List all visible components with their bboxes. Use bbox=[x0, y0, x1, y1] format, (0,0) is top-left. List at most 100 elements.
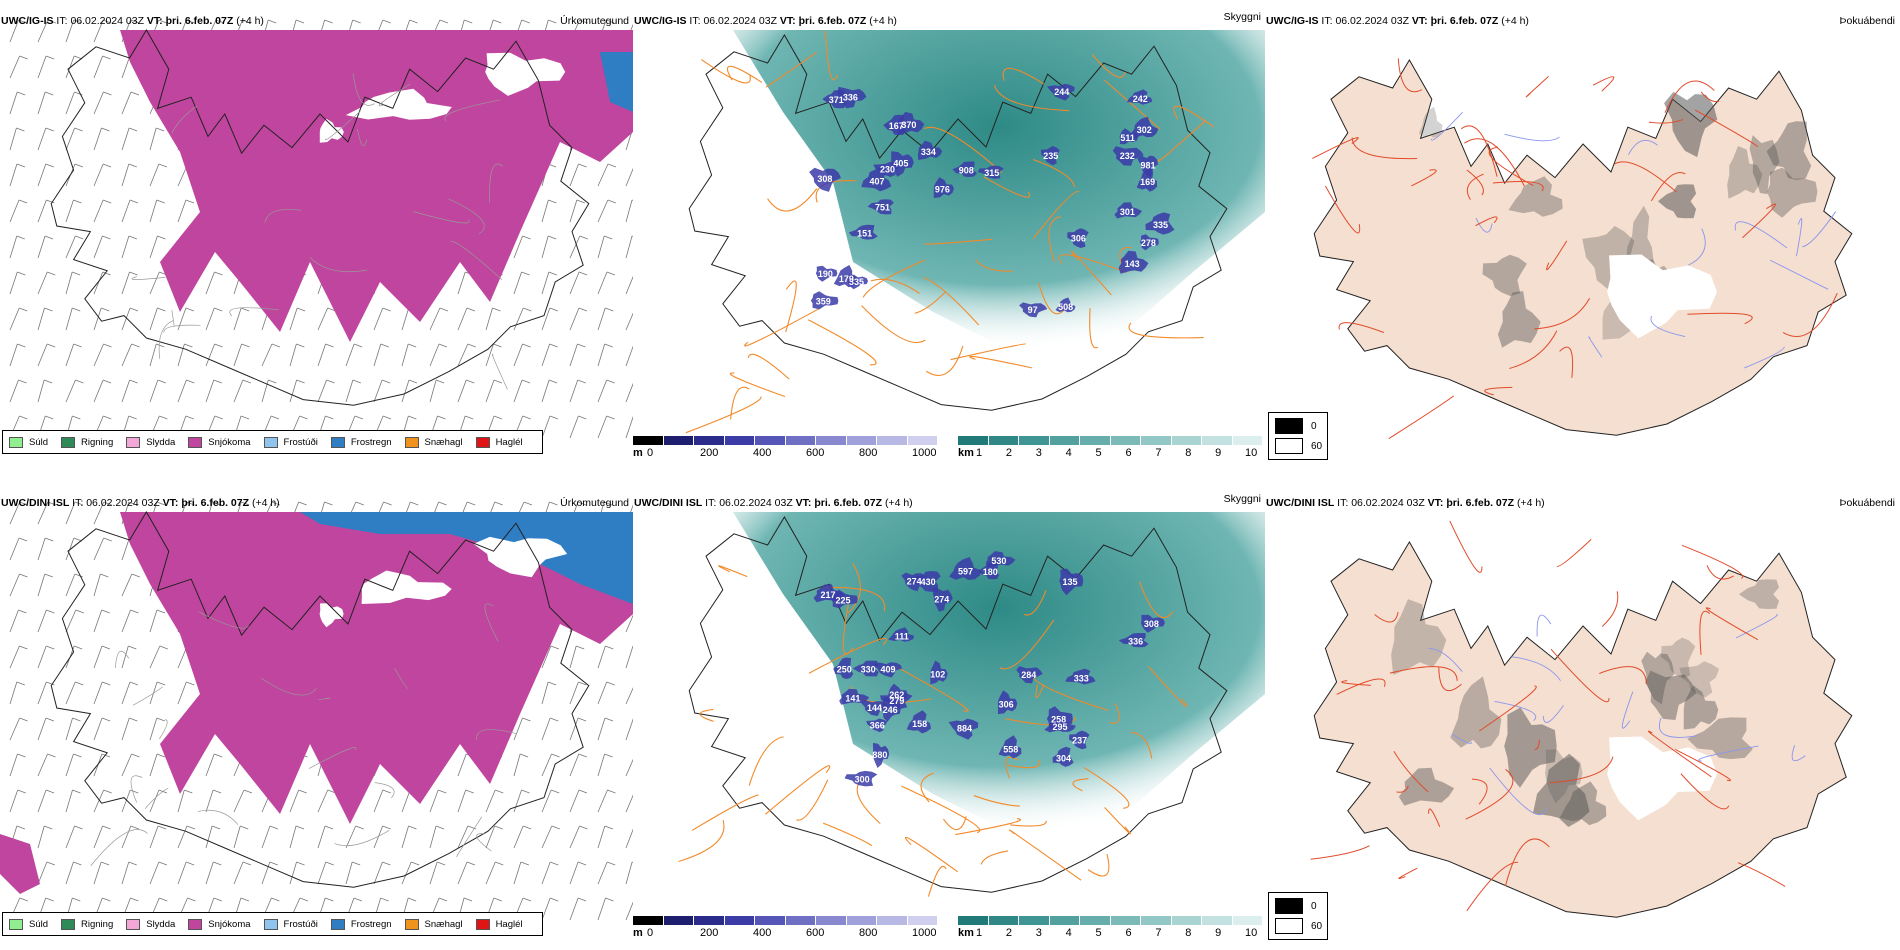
cloud-base-label: 366 bbox=[870, 721, 885, 731]
legend-swatch bbox=[330, 918, 345, 930]
wind-barb bbox=[121, 753, 140, 777]
wind-barb bbox=[93, 537, 112, 561]
road-line bbox=[796, 779, 829, 821]
wind-barb bbox=[317, 307, 336, 331]
wind-barb bbox=[345, 343, 363, 367]
wind-barb bbox=[149, 753, 166, 777]
road-line bbox=[729, 372, 786, 398]
road-line bbox=[450, 240, 503, 281]
precip-legend: Súld Rigning Slydda Snjókoma Frostúði Frostre… bbox=[2, 430, 543, 454]
legend-label: Haglél bbox=[495, 918, 523, 930]
colorbar-tick: 7 bbox=[1155, 927, 1162, 939]
road-line bbox=[1599, 666, 1647, 685]
wind-barb bbox=[289, 379, 305, 403]
road-line bbox=[1466, 861, 1519, 912]
wind-barb bbox=[37, 127, 54, 151]
cloud-cell bbox=[852, 660, 879, 677]
panel-title: Úrkomutegund bbox=[560, 15, 629, 27]
colorbar-tick: 9 bbox=[1215, 927, 1222, 939]
wind-barb bbox=[121, 91, 140, 115]
height-colorbar: m 0 200 400 600 800 1000 bbox=[633, 916, 938, 942]
road-line bbox=[1131, 731, 1153, 759]
wind-barb bbox=[513, 307, 532, 331]
river-line bbox=[1628, 139, 1658, 155]
coastline bbox=[688, 516, 1228, 893]
wind-barb bbox=[9, 55, 28, 79]
glacier-area bbox=[1607, 736, 1718, 821]
colorbar-segment bbox=[724, 916, 755, 925]
road-line bbox=[1488, 146, 1534, 187]
low-visibility-area bbox=[733, 512, 1265, 834]
wind-barb bbox=[93, 379, 112, 403]
cloud-base-label: 530 bbox=[991, 556, 1006, 566]
cloud-base-label: 111 bbox=[895, 632, 909, 642]
cloud-base-label: 284 bbox=[1021, 670, 1036, 680]
legend-label: Rigning bbox=[81, 918, 114, 930]
wind-barb bbox=[401, 343, 417, 367]
wind-barb bbox=[149, 271, 168, 295]
wind-barb bbox=[569, 897, 587, 921]
cloud-cell bbox=[1118, 633, 1149, 648]
road-line bbox=[1484, 386, 1513, 396]
wind-barb bbox=[205, 343, 223, 367]
river-line bbox=[1688, 228, 1706, 266]
road-line bbox=[1393, 751, 1429, 793]
legend-item: Frostúði bbox=[263, 918, 318, 930]
panel-header: UWC/IG-IS IT: 06.02.2024 03Z VT: þri. 6.… bbox=[634, 15, 897, 27]
wind-barb bbox=[513, 789, 530, 813]
colorbar-segment bbox=[633, 436, 664, 445]
wind-barb bbox=[177, 861, 195, 885]
wind-barb bbox=[149, 343, 165, 367]
road-line bbox=[1398, 867, 1418, 879]
road-line bbox=[1534, 739, 1540, 750]
legend-swatch bbox=[475, 436, 490, 448]
road-line bbox=[448, 198, 485, 235]
wind-barb bbox=[625, 861, 633, 885]
wind-barb bbox=[65, 163, 84, 187]
fog-legend-swatch bbox=[1275, 438, 1303, 454]
colorbar-tick: 0 bbox=[647, 447, 654, 459]
wind-barb bbox=[37, 789, 55, 813]
colorbar-segment bbox=[1019, 436, 1050, 445]
wind-barb bbox=[149, 127, 165, 151]
road-line bbox=[1466, 169, 1484, 196]
wind-barb bbox=[289, 789, 307, 813]
wind-barb bbox=[93, 199, 112, 223]
road-line bbox=[1466, 173, 1484, 200]
wind-barb bbox=[121, 609, 139, 633]
colorbar-tick: 8 bbox=[1185, 447, 1192, 459]
cloud-base-label: 884 bbox=[957, 724, 972, 734]
wind-barb bbox=[93, 789, 112, 813]
cloud-base-label: 232 bbox=[1120, 151, 1135, 161]
wind-barb bbox=[373, 789, 391, 813]
river-line bbox=[1744, 346, 1785, 369]
road-line bbox=[1601, 591, 1619, 627]
precip-panel-row2: UWC/DINI ISL IT: 06.02.2024 03Z VT: þri.… bbox=[0, 494, 633, 946]
wind-barb bbox=[625, 687, 633, 705]
wind-barb bbox=[37, 573, 53, 597]
cloud-cell bbox=[837, 86, 867, 109]
wind-barb bbox=[513, 717, 531, 741]
wind-barb bbox=[37, 343, 56, 367]
wind-barb bbox=[429, 307, 449, 331]
wind-barb bbox=[37, 861, 55, 885]
wind-barb bbox=[625, 276, 633, 295]
wind-barb bbox=[457, 825, 477, 849]
fog-map bbox=[1310, 520, 1853, 918]
wind-barb bbox=[37, 753, 56, 777]
wind-barb bbox=[93, 271, 111, 295]
snow-area bbox=[120, 30, 633, 342]
cloud-cell bbox=[1130, 116, 1159, 138]
cloud-base-label: 981 bbox=[1140, 160, 1155, 170]
colorbar-segment bbox=[663, 436, 694, 445]
cloud-base-label: 370 bbox=[901, 120, 916, 130]
cloud-base-label: 511 bbox=[1120, 133, 1135, 143]
panel-title: Úrkomutegund bbox=[560, 497, 629, 509]
colorbar-segment bbox=[1019, 916, 1050, 925]
cloud-cell bbox=[861, 167, 892, 192]
road-line bbox=[914, 291, 946, 314]
road-line bbox=[1109, 703, 1120, 724]
wind-barb bbox=[541, 717, 559, 741]
wind-barb bbox=[9, 271, 26, 295]
wind-barb bbox=[65, 501, 84, 525]
